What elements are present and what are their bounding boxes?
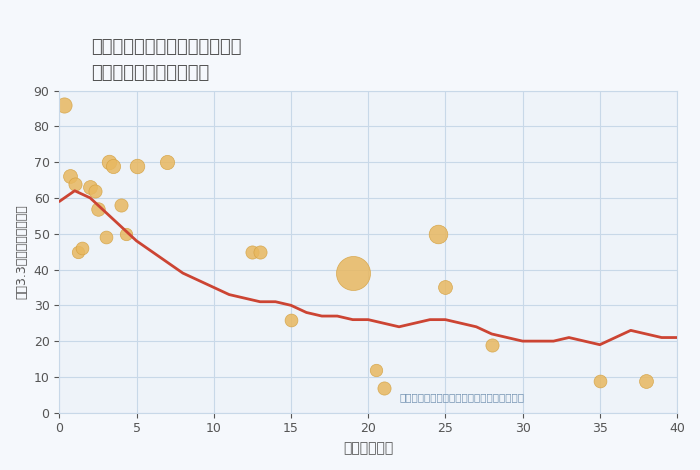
X-axis label: 築年数（年）: 築年数（年）	[343, 441, 393, 455]
Point	[432, 230, 443, 237]
Point	[64, 172, 76, 180]
Point	[77, 244, 88, 252]
Point	[486, 341, 497, 348]
Point	[108, 162, 119, 170]
Point	[120, 230, 132, 237]
Y-axis label: 坪（3.3㎡）単価（万円）: 坪（3.3㎡）単価（万円）	[15, 204, 28, 299]
Point	[347, 269, 358, 277]
Point	[594, 377, 606, 384]
Point	[640, 377, 652, 384]
Text: 円の大きさは、取引のあった物件面積を示す: 円の大きさは、取引のあった物件面積を示す	[399, 392, 524, 402]
Point	[378, 384, 389, 392]
Point	[116, 201, 127, 209]
Point	[131, 162, 142, 170]
Point	[162, 158, 173, 166]
Point	[92, 205, 104, 212]
Point	[246, 248, 258, 255]
Point	[72, 248, 83, 255]
Point	[100, 234, 111, 241]
Point	[85, 183, 96, 191]
Point	[69, 180, 80, 188]
Text: 岐阜県美濃加茂市三和町川浦の
築年数別中古戸建て価格: 岐阜県美濃加茂市三和町川浦の 築年数別中古戸建て価格	[91, 38, 241, 82]
Point	[103, 158, 114, 166]
Point	[89, 187, 100, 195]
Point	[58, 101, 69, 109]
Point	[286, 316, 297, 323]
Point	[370, 366, 382, 374]
Point	[255, 248, 266, 255]
Point	[440, 284, 451, 291]
